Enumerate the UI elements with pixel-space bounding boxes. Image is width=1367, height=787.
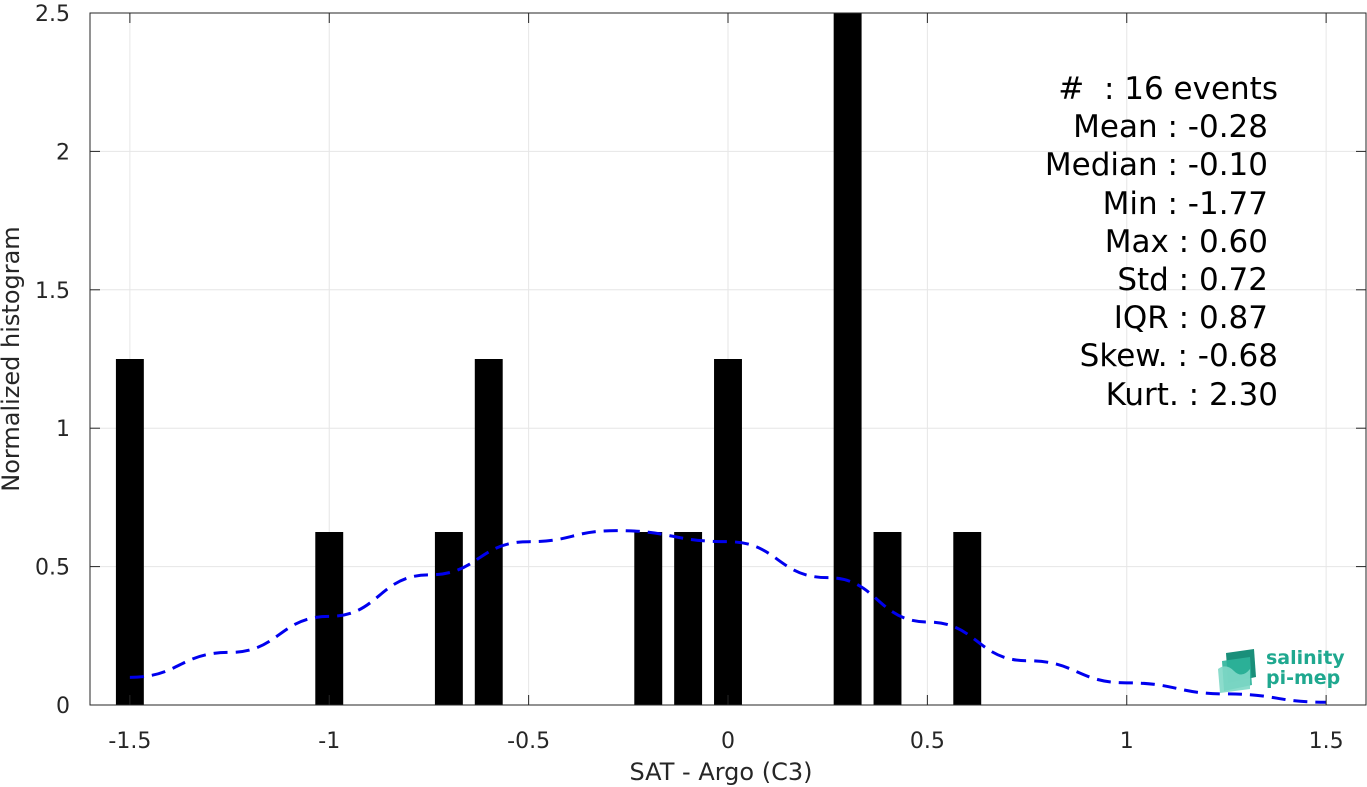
histogram-bar xyxy=(833,13,862,705)
salinity-pi-mep-logo: salinity pi-mep xyxy=(1216,645,1346,695)
x-tick-label: 0.5 xyxy=(910,729,945,754)
stat-min: Min : -1.77 xyxy=(1102,185,1268,222)
tick-labels: -1.5 -1 -0.5 0 0.5 1 1.5 0 0.5 1 1.5 2 2.5 xyxy=(35,2,1344,754)
x-tick-label: 1 xyxy=(1120,729,1134,754)
fit-curve xyxy=(129,529,1327,704)
logo-line-salinity: salinity xyxy=(1266,647,1345,669)
x-tick-label: -1.5 xyxy=(108,729,151,754)
histogram-bar xyxy=(115,359,144,705)
histogram-bar xyxy=(434,532,463,705)
y-tick-label: 1 xyxy=(56,417,70,442)
y-tick-label: 1.5 xyxy=(35,279,70,304)
x-tick-label: -0.5 xyxy=(507,729,550,754)
y-tick-label: 2.5 xyxy=(35,2,70,27)
histogram-bar xyxy=(873,532,902,705)
y-tick-label: 0 xyxy=(56,694,70,719)
wave-logo-icon xyxy=(1218,649,1256,693)
stat-iqr: IQR : 0.87 xyxy=(1113,300,1268,337)
fit-curve-line xyxy=(129,529,1327,704)
logo-text: salinity pi-mep xyxy=(1266,648,1345,688)
stat-kurt: Kurt. : 2.30 xyxy=(1105,376,1278,413)
histogram-bar xyxy=(674,532,703,705)
x-tick-label: 0 xyxy=(721,729,735,754)
y-axis-label: Normalized histogram xyxy=(0,226,25,491)
histogram-bar xyxy=(714,359,742,705)
x-tick-label: 1.5 xyxy=(1309,729,1344,754)
stat-mean: Mean : -0.28 xyxy=(1073,109,1268,146)
histogram-bar xyxy=(315,532,344,705)
histogram-bar xyxy=(953,532,982,705)
stat-std: Std : 0.72 xyxy=(1117,262,1268,299)
stat-max: Max : 0.60 xyxy=(1104,223,1268,260)
histogram-bar xyxy=(634,532,663,705)
stat-skew: Skew. : -0.68 xyxy=(1079,338,1278,375)
x-axis-label: SAT - Argo (C3) xyxy=(630,758,813,786)
histogram-bars xyxy=(115,13,982,705)
statistics-box: # : 16 events Mean : -0.28 Median : -0.1… xyxy=(1000,70,1280,414)
y-tick-label: 0.5 xyxy=(35,556,70,581)
y-tick-label: 2 xyxy=(56,140,70,165)
axes-frame xyxy=(89,12,1367,706)
logo-line-pi-mep: pi-mep xyxy=(1266,667,1341,689)
histogram-bar xyxy=(474,359,503,705)
x-tick-label: -1 xyxy=(318,729,340,754)
stat-median: Median : -0.10 xyxy=(1044,147,1268,184)
stat-events: # : 16 events xyxy=(1058,71,1278,107)
